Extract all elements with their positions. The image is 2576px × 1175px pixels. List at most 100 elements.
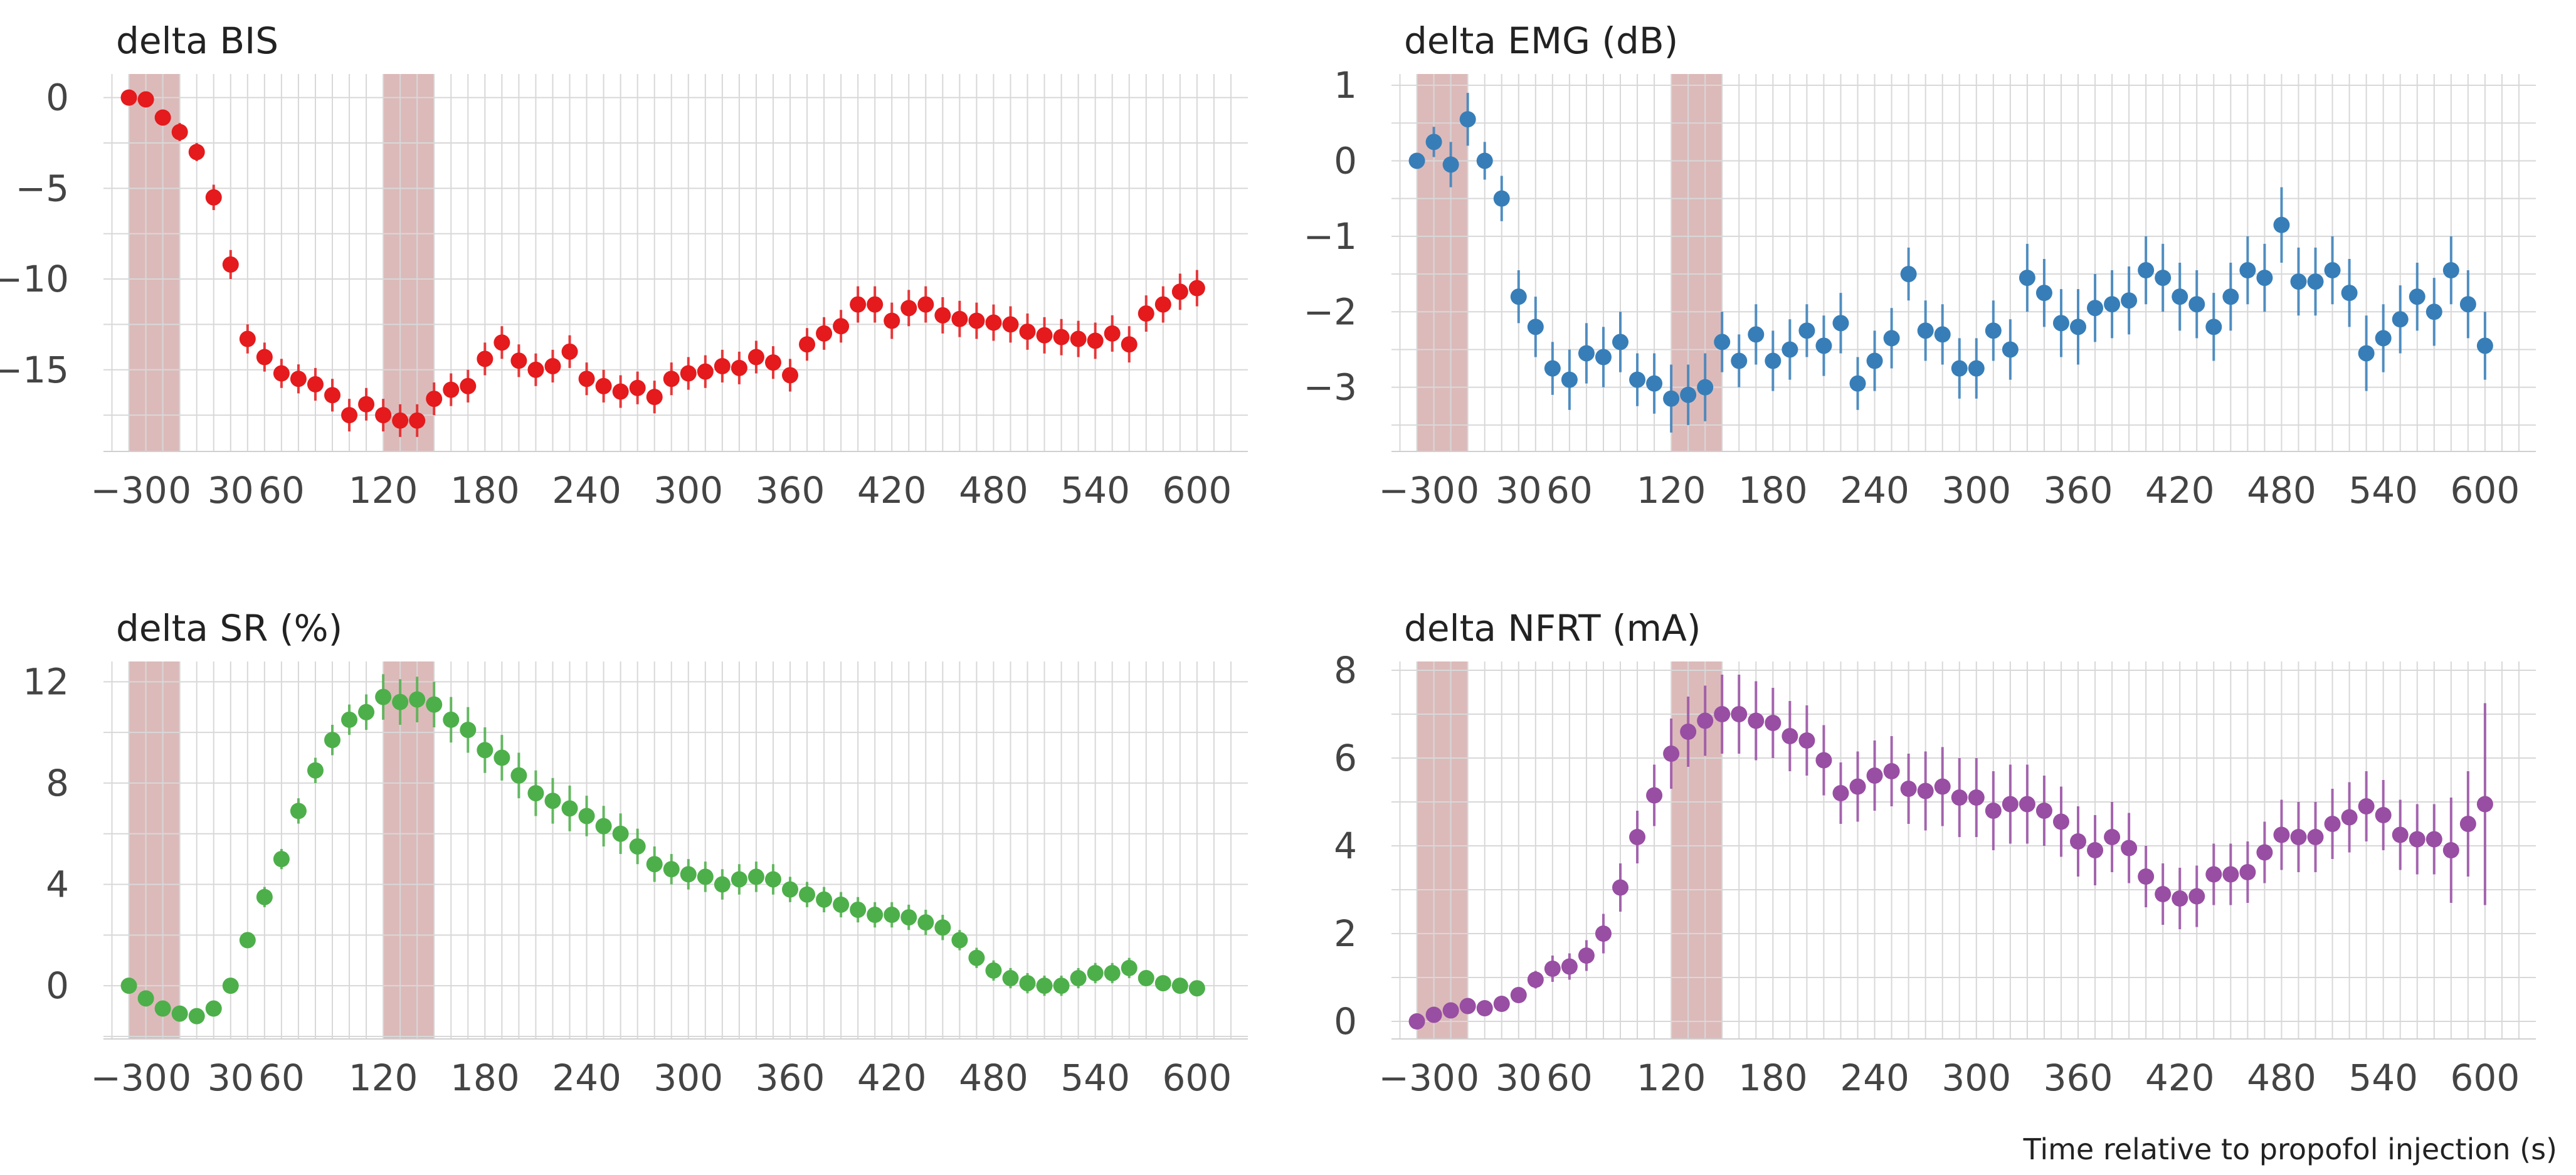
- data-point: [2104, 829, 2121, 845]
- data-point: [884, 312, 900, 329]
- data-point: [1714, 706, 1731, 722]
- data-point: [2290, 273, 2307, 290]
- grid: [103, 74, 1248, 451]
- data-point: [1036, 327, 1053, 344]
- x-tick-label: 240: [1840, 1056, 1909, 1099]
- data-point: [2256, 844, 2273, 861]
- data-point: [1951, 360, 1968, 377]
- x-tick-label: 240: [1840, 469, 1909, 512]
- data-point: [1798, 732, 1815, 749]
- data-point: [985, 314, 1002, 331]
- data-point: [1629, 829, 1646, 845]
- data-point: [171, 124, 188, 140]
- data-point: [2324, 262, 2341, 279]
- data-point: [1748, 712, 1765, 729]
- y-tick-label: −1: [1304, 215, 1358, 258]
- data-point: [1765, 715, 1782, 731]
- data-point: [2392, 311, 2409, 328]
- data-point: [375, 688, 392, 705]
- data-point: [1493, 190, 1510, 207]
- data-point: [782, 367, 798, 384]
- data-point: [1900, 266, 1917, 283]
- data-point: [2459, 816, 2476, 832]
- data-point: [612, 825, 629, 842]
- data-point: [2442, 262, 2459, 279]
- data-point: [494, 334, 510, 351]
- data-point: [2375, 330, 2392, 347]
- chart-title: delta BIS: [116, 19, 278, 62]
- x-tick-label: 300: [1941, 1056, 2011, 1099]
- data-point: [341, 711, 358, 728]
- data-point: [2459, 296, 2476, 313]
- data-point: [2035, 285, 2052, 302]
- data-point: [1493, 996, 1510, 1012]
- data-point: [2307, 273, 2324, 290]
- y-tick-label: −3: [1304, 366, 1358, 409]
- shaded-interval: [383, 661, 435, 1039]
- data-point: [2019, 270, 2035, 287]
- data-point: [307, 376, 324, 393]
- data-point: [1578, 345, 1595, 362]
- data-point: [2019, 796, 2035, 813]
- data-point: [934, 919, 951, 936]
- data-point: [426, 391, 443, 408]
- data-point: [1070, 330, 1087, 347]
- x-tick-label: 300: [653, 1056, 723, 1099]
- data-point: [884, 907, 900, 924]
- x-tick-label: 30: [1496, 469, 1542, 512]
- x-tick-label: 180: [450, 1056, 520, 1099]
- data-point: [816, 325, 833, 342]
- data-point: [764, 871, 781, 888]
- data-point: [290, 803, 307, 819]
- y-tick-label: 12: [23, 660, 69, 703]
- data-point: [1121, 959, 1138, 976]
- data-point: [1104, 964, 1121, 981]
- data-point: [1815, 752, 1832, 769]
- data-point: [1646, 375, 1663, 392]
- x-tick-label: 420: [857, 1056, 927, 1099]
- data-point: [1832, 785, 1849, 801]
- data-point: [1578, 947, 1595, 964]
- data-point: [2426, 303, 2442, 320]
- data-point: [1138, 970, 1154, 987]
- chart-title: delta SR (%): [116, 607, 342, 650]
- data-point: [137, 91, 154, 108]
- data-point: [968, 312, 985, 329]
- data-point: [2035, 803, 2052, 819]
- x-tick-label: 180: [1738, 1056, 1808, 1099]
- data-point: [1934, 326, 1951, 343]
- data-point: [1138, 305, 1154, 322]
- data-point: [1798, 322, 1815, 339]
- y-tick-label: 2: [1334, 912, 1357, 955]
- data-point: [188, 144, 205, 161]
- data-point: [2172, 288, 2188, 305]
- data-point: [1171, 283, 1188, 300]
- data-point: [2442, 842, 2459, 858]
- data-point: [1408, 152, 1425, 169]
- data-point: [256, 888, 273, 905]
- data-point: [2307, 829, 2324, 845]
- data-point: [2087, 300, 2104, 317]
- panel-nfrt: 8 6 4 2 0 −30 0 30 60 120 180 240 300 360 420 480 540 600…: [1288, 588, 2576, 1175]
- data-point: [697, 868, 714, 885]
- data-point: [2273, 216, 2290, 233]
- x-tick-label: 600: [1163, 469, 1232, 512]
- data-point: [510, 767, 527, 784]
- data-point: [188, 1008, 205, 1025]
- x-tick-label: 120: [349, 469, 418, 512]
- data-point: [595, 818, 612, 835]
- panel-sr: 12 8 4 0 −30 0 30 60 120 180 240 300 360 420 480 540 600…: [0, 588, 1288, 1175]
- data-point: [290, 371, 307, 387]
- data-point: [646, 856, 663, 873]
- data-point: [2052, 813, 2069, 830]
- data-point: [917, 914, 934, 931]
- data-point: [2222, 866, 2239, 883]
- data-point: [680, 365, 697, 382]
- x-tick-label: 420: [2145, 469, 2215, 512]
- data-point: [2188, 888, 2205, 905]
- data-point: [595, 377, 612, 394]
- x-tick-label: −30: [90, 469, 167, 512]
- data-point: [2155, 886, 2172, 902]
- data-point: [934, 307, 951, 324]
